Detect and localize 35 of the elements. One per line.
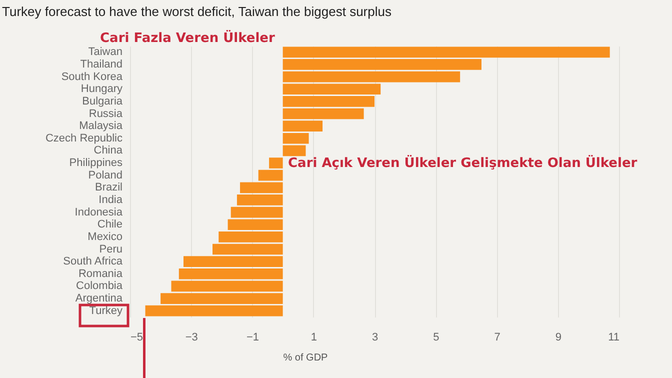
- y-tick-label: Malaysia: [79, 120, 124, 132]
- y-tick-label: Colombia: [76, 280, 124, 292]
- x-tick-label: −3: [185, 332, 198, 344]
- x-tick-label: 9: [555, 332, 562, 344]
- x-tick-label: 5: [433, 332, 440, 344]
- y-tick-label: Chile: [97, 218, 122, 231]
- y-tick-label: Indonesia: [74, 206, 124, 218]
- text: Cari Fazla Veren Ülkeler: [100, 29, 276, 46]
- chart-title: Turkey forecast to have the worst deficit, Taiwan the biggest surplus: [2, 4, 392, 19]
- y-tick-label: Taiwan: [88, 46, 122, 58]
- y-tick-label: Bulgaria: [82, 95, 124, 108]
- x-tick-label: −5: [130, 332, 144, 344]
- y-tick-label: Romania: [78, 268, 124, 280]
- y-tick-label: Poland: [88, 169, 122, 182]
- x-axis-title: % of GDP: [283, 352, 328, 364]
- x-tick-label: 7: [494, 332, 500, 344]
- y-tick-label: Czech Republic: [45, 132, 123, 144]
- x-tick-label: −1: [246, 332, 260, 344]
- y-tick-label: China: [94, 144, 124, 157]
- y-tick-label: Argentina: [75, 292, 124, 305]
- y-tick-label: Turkey: [89, 304, 123, 317]
- y-tick-label: Thailand: [80, 58, 122, 70]
- y-tick-label: Mexico: [88, 230, 122, 243]
- y-tick-label: Brazil: [94, 182, 122, 194]
- y-tick-label: Russia: [88, 108, 124, 120]
- annotation: Cari Açık Veren Ülkeler Gelişmekte Olan Ülkeler: [288, 154, 638, 171]
- y-tick-label: Peru: [99, 243, 122, 256]
- y-tick-label: India: [98, 194, 124, 206]
- y-tick-label: Philippines: [69, 157, 123, 170]
- x-tick-label: 3: [372, 332, 378, 344]
- y-tick-label: Hungary: [80, 83, 123, 96]
- y-tick-label: South Africa: [63, 256, 124, 268]
- x-tick-label: 1: [310, 332, 317, 344]
- y-tick-label: South Korea: [61, 70, 124, 83]
- x-tick-label: 11: [608, 332, 620, 344]
